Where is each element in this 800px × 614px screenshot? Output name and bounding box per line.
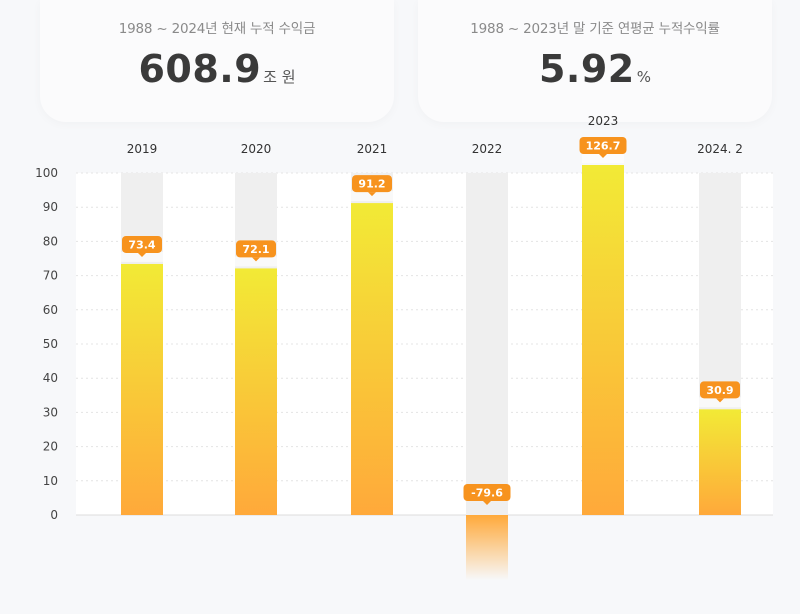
bar (235, 268, 277, 515)
annual-return-unit: % (636, 68, 652, 86)
value-badge-bg (352, 175, 392, 193)
x-category-label: 2022 (472, 142, 503, 156)
bar (351, 203, 393, 515)
y-tick-label: 0 (50, 508, 58, 522)
y-tick-label: 90 (43, 200, 58, 214)
bar-track (466, 173, 508, 515)
bar (121, 263, 163, 515)
value-badge-pointer (483, 501, 491, 505)
y-tick-label: 50 (43, 337, 58, 351)
value-badge: 73.4 (122, 235, 162, 257)
value-badge: 91.2 (352, 175, 392, 197)
y-tick-label: 30 (43, 405, 58, 419)
x-category-label: 2024. 2 (697, 142, 743, 156)
y-tick-label: 20 (43, 440, 58, 454)
bar (582, 165, 624, 515)
value-badge-bg (463, 484, 511, 501)
value-badge-pointer (368, 192, 376, 197)
annual-return-value-row: 5.92% (418, 47, 772, 91)
value-badge: 30.9 (700, 381, 740, 403)
y-tick-label: 10 (43, 474, 58, 488)
value-badge-pointer (252, 257, 260, 262)
value-badge: 126.7 (579, 137, 627, 158)
value-label: 73.4 (128, 238, 155, 251)
annual-return-value: 5.92 (538, 47, 635, 91)
y-tick-label: 40 (43, 371, 58, 385)
value-label: 72.1 (242, 243, 269, 256)
bar (466, 515, 508, 580)
x-category-label: 2023 (588, 114, 619, 128)
value-badge-bg (700, 381, 740, 399)
value-badge-pointer (716, 398, 724, 403)
value-badge-pointer (599, 154, 607, 158)
value-label: 91.2 (358, 178, 385, 191)
value-badge-bg (579, 137, 627, 154)
value-badge-bg (236, 240, 276, 258)
value-badge-pointer (138, 252, 146, 257)
y-tick-label: 80 (43, 234, 58, 248)
value-badge: 72.1 (236, 240, 276, 262)
cumulative-profit-value-row: 608.9 조 원 (40, 47, 394, 91)
cumulative-profit-label: 1988 ~ 2024년 현재 누적 수익금 (118, 21, 316, 37)
value-label: 30.9 (706, 384, 733, 397)
y-tick-label: 100 (35, 166, 58, 180)
value-badge-bg (122, 235, 162, 253)
y-tick-label: 60 (43, 303, 58, 317)
annual-return-card: 1988 ~ 2023년 말 기준 연평균 누적수익률 5.92% (418, 0, 772, 122)
cumulative-profit-card: 1988 ~ 2024년 현재 누적 수익금 608.9 조 원 (40, 0, 394, 122)
x-category-label: 2020 (241, 142, 272, 156)
value-badge: -79.6 (463, 484, 511, 505)
plot-area (76, 173, 773, 515)
cumulative-profit-unit: 조 원 (263, 68, 296, 86)
y-tick-label: 70 (43, 269, 58, 283)
value-label: -79.6 (471, 487, 503, 500)
x-category-label: 2021 (357, 142, 388, 156)
x-category-label: 2019 (127, 142, 158, 156)
cumulative-profit-value: 608.9 (138, 47, 262, 91)
value-label: 126.7 (586, 140, 621, 153)
annual-return-label: 1988 ~ 2023년 말 기준 연평균 누적수익률 (470, 21, 720, 37)
bar (699, 409, 741, 515)
